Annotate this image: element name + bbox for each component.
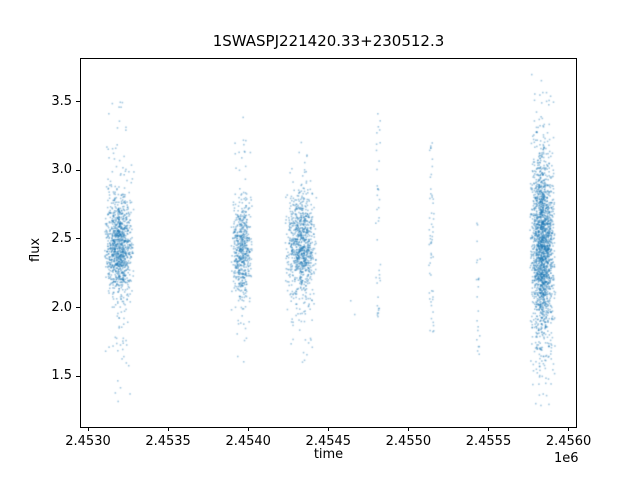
x-tick-label: 2.4540 <box>225 434 271 450</box>
x-tick-label: 2.4535 <box>145 434 191 450</box>
y-tick-label: 3.0 <box>51 162 72 178</box>
x-tick-label: 2.4560 <box>545 434 592 450</box>
y-tick-label: 2.5 <box>51 230 72 246</box>
y-tick-label: 2.0 <box>51 299 72 315</box>
x-tick-mark <box>487 427 489 432</box>
x-tick-mark <box>568 427 570 432</box>
y-tick-label: 3.5 <box>51 93 72 109</box>
x-tick-label: 2.4545 <box>305 434 352 450</box>
x-tick-mark <box>327 427 329 432</box>
x-axis-label: time <box>313 447 344 462</box>
x-tick-mark <box>87 427 89 432</box>
x-tick-label: 2.4550 <box>385 434 432 450</box>
x-tick-mark <box>167 427 169 432</box>
y-tick-mark <box>76 101 80 103</box>
chart-title: 1SWASPJ221420.33+230512.3 <box>212 32 445 50</box>
y-tick-label: 1.5 <box>51 368 72 384</box>
x-tick-label: 2.4555 <box>465 434 512 450</box>
plot-area <box>80 58 577 428</box>
x-tick-mark <box>247 427 249 432</box>
y-tick-mark <box>76 375 80 377</box>
y-tick-mark <box>76 169 80 171</box>
x-axis-offset-label: 1e6 <box>554 451 579 466</box>
x-tick-label: 2.4530 <box>65 434 111 450</box>
x-tick-mark <box>407 427 409 432</box>
y-tick-mark <box>76 238 80 240</box>
y-tick-mark <box>76 307 80 309</box>
